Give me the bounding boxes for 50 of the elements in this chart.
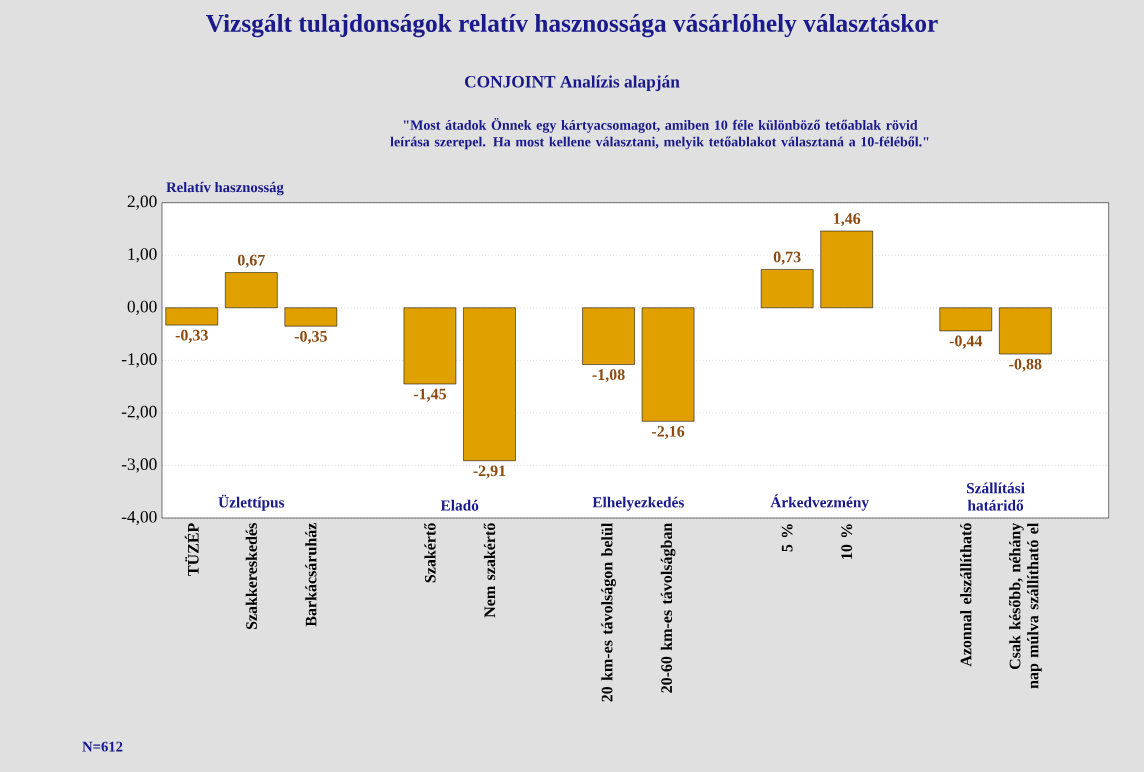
- y-axis-title: Relatív hasznosság: [166, 181, 284, 196]
- bar: [939, 307, 993, 332]
- bar: [165, 307, 219, 326]
- bar: [999, 307, 1052, 355]
- y-tick-label: -1,00: [121, 353, 157, 368]
- data-label: -0,35: [294, 330, 327, 344]
- data-label: -1,45: [413, 388, 446, 402]
- chart-subtitle: CONJOINT Analízis alapján: [464, 75, 680, 92]
- data-label: -0,33: [175, 329, 208, 343]
- x-tick-label: Azonnal elszállítható: [960, 523, 972, 667]
- text: "Most átadok Önnek egy kártyacsomagot, amiben 10 féle különböző tetőablak rövid leírása szerepel. Ha most kellene választani, melyik tetőablakot választaná a 10-féléből.": [390, 118, 929, 150]
- data-label: -1,08: [592, 369, 625, 383]
- x-tick-label: 10 %: [841, 524, 853, 559]
- x-tick-label: 20 km-es távolságon belül: [601, 523, 616, 702]
- data-label: -0,88: [1009, 358, 1042, 372]
- x-tick-label: Nem szakértő: [483, 523, 496, 618]
- x-tick-label: Szakkereskedés: [245, 523, 257, 630]
- annotation: Szállítási határidő: [966, 482, 1025, 511]
- bar: [641, 307, 695, 422]
- data-label: -2,91: [473, 465, 506, 479]
- y-tick-label: -3,00: [121, 458, 157, 473]
- data-label: 1,46: [833, 213, 861, 227]
- chart-title: Vizsgált tulajdonságok relatív hasznossága vásárlóhely választáskor: [206, 14, 938, 38]
- bar: [225, 272, 278, 309]
- annotation: Árkedvezmény: [770, 494, 869, 511]
- y-tick-label: -4,00: [121, 510, 157, 526]
- x-tick-label: Csak később, néhány nap múlva szállítható el: [1008, 522, 1042, 689]
- bar: [582, 307, 635, 365]
- bar: [284, 307, 338, 327]
- annotation: Elhelyezkedés: [592, 496, 684, 511]
- bar: [403, 307, 457, 385]
- y-tick-label: 0,00: [127, 300, 157, 315]
- annotation: Üzlettípus: [218, 494, 285, 511]
- y-tick-label: 1,00: [128, 248, 157, 263]
- x-tick-label: 5 %: [781, 524, 793, 552]
- y-tick-label: -2,00: [121, 405, 157, 420]
- data-label: 0,67: [237, 254, 265, 268]
- bar: [760, 269, 814, 309]
- x-tick-label: Barkácsáruház: [305, 523, 317, 627]
- x-tick-label: 20-60 km-es távolságban: [660, 522, 676, 693]
- data-label: 0,73: [773, 251, 801, 265]
- annotation: Eladó: [440, 499, 479, 511]
- bar: [820, 230, 873, 309]
- x-tick-label: TÜZÉP: [184, 523, 199, 576]
- y-tick-label: 2,00: [127, 195, 157, 210]
- text: N=612: [82, 741, 123, 752]
- x-tick-label: Szakértő: [424, 523, 436, 583]
- data-label: -0,44: [949, 335, 983, 349]
- bar: [463, 307, 516, 461]
- data-label: -2,16: [652, 426, 685, 440]
